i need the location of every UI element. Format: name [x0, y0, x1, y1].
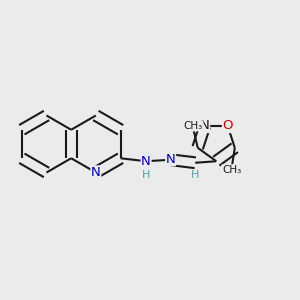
Text: CH₃: CH₃ [222, 165, 242, 175]
Text: N: N [166, 153, 175, 166]
Text: H: H [191, 170, 200, 180]
Text: CH₃: CH₃ [184, 121, 203, 131]
Text: N: N [91, 166, 101, 179]
Text: O: O [223, 119, 233, 133]
Text: N: N [141, 155, 151, 168]
Text: H: H [142, 170, 150, 180]
Text: N: N [200, 119, 210, 133]
